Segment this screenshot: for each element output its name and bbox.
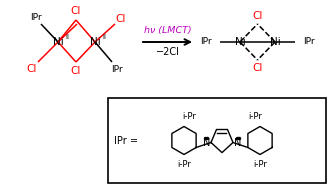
Bar [108,98,326,183]
Text: i-Pr: i-Pr [253,160,267,169]
Text: Ni: Ni [235,37,245,47]
Text: IPr: IPr [200,37,212,46]
Text: Ni: Ni [90,37,100,47]
Text: IPr: IPr [30,14,42,23]
Text: II: II [102,34,106,40]
Text: IPr: IPr [111,64,123,74]
Text: Cl: Cl [252,63,263,73]
Text: i-Pr: i-Pr [248,112,262,121]
Text: hν (LMCT): hν (LMCT) [144,27,191,36]
Text: i-Pr: i-Pr [182,112,196,121]
Text: i-Pr: i-Pr [177,160,191,169]
Text: Ni: Ni [53,37,63,47]
Text: Cl: Cl [71,66,81,76]
Text: N: N [234,137,241,148]
Text: IPr =: IPr = [114,136,138,146]
Text: Cl: Cl [116,14,126,24]
Text: Cl: Cl [252,11,263,21]
Text: II: II [65,34,69,40]
Text: Cl: Cl [71,6,81,16]
Text: −2Cl: −2Cl [156,47,179,57]
Text: Cl: Cl [27,64,37,74]
Text: Ni: Ni [270,37,281,47]
Text: N: N [203,137,210,148]
Text: IPr: IPr [303,37,315,46]
